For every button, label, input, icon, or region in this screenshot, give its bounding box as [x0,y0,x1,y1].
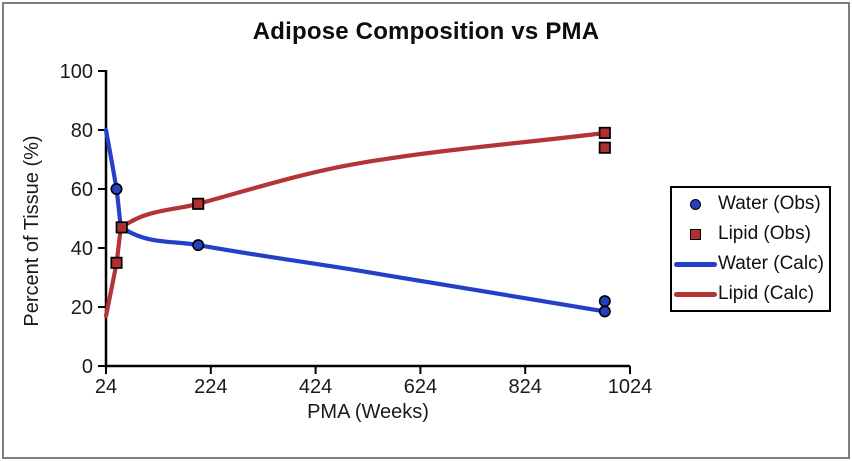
water-calc-line [103,127,607,314]
lipid-obs-point [598,126,611,139]
legend-item-lipid-obs: Lipid (Obs) [672,219,829,249]
water-obs-point [192,239,205,252]
legend: Water (Obs) Lipid (Obs) Water (Calc) Lip… [670,186,831,312]
legend-label-lipid-calc: Lipid (Calc) [718,283,815,304]
y-tick-label: 80 [71,120,93,142]
legend-item-lipid-calc: Lipid (Calc) [672,279,829,309]
legend-item-water-obs: Water (Obs) [672,189,829,219]
lipid-calc-line [103,130,607,318]
water-obs-point [110,183,123,196]
y-tick-label: 20 [71,297,93,319]
x-tick-label: 24 [95,376,117,398]
legend-label-water-calc: Water (Calc) [718,253,824,274]
legend-item-water-calc: Water (Calc) [672,249,829,279]
y-tick-label: 40 [71,238,93,260]
legend-label-lipid-obs: Lipid (Obs) [718,223,811,244]
chart-title: Adipose Composition vs PMA [252,18,600,45]
water-obs-circle-icon [689,198,701,210]
x-tick-label: 424 [299,376,332,398]
x-tick-label: 224 [194,376,227,398]
lipid-obs-point [115,221,128,234]
water-calc-line-icon [673,261,717,267]
lipid-obs-square-icon [689,228,701,240]
water-obs-point [598,305,611,318]
x-tick-label: 1024 [608,376,653,398]
x-axis-label: PMA (Weeks) [307,401,429,423]
lipid-obs-point [110,256,123,269]
lipid-calc-line-icon [673,291,717,297]
x-tick-label: 824 [509,376,542,398]
water-obs-point [598,295,611,308]
lipid-obs-point [192,197,205,210]
y-tick-label: 60 [71,179,93,201]
legend-label-water-obs: Water (Obs) [718,193,821,214]
lipid-obs-point [598,141,611,154]
y-tick-label: 100 [60,61,93,83]
x-tick-label: 624 [404,376,437,398]
y-tick-label: 0 [82,356,93,378]
